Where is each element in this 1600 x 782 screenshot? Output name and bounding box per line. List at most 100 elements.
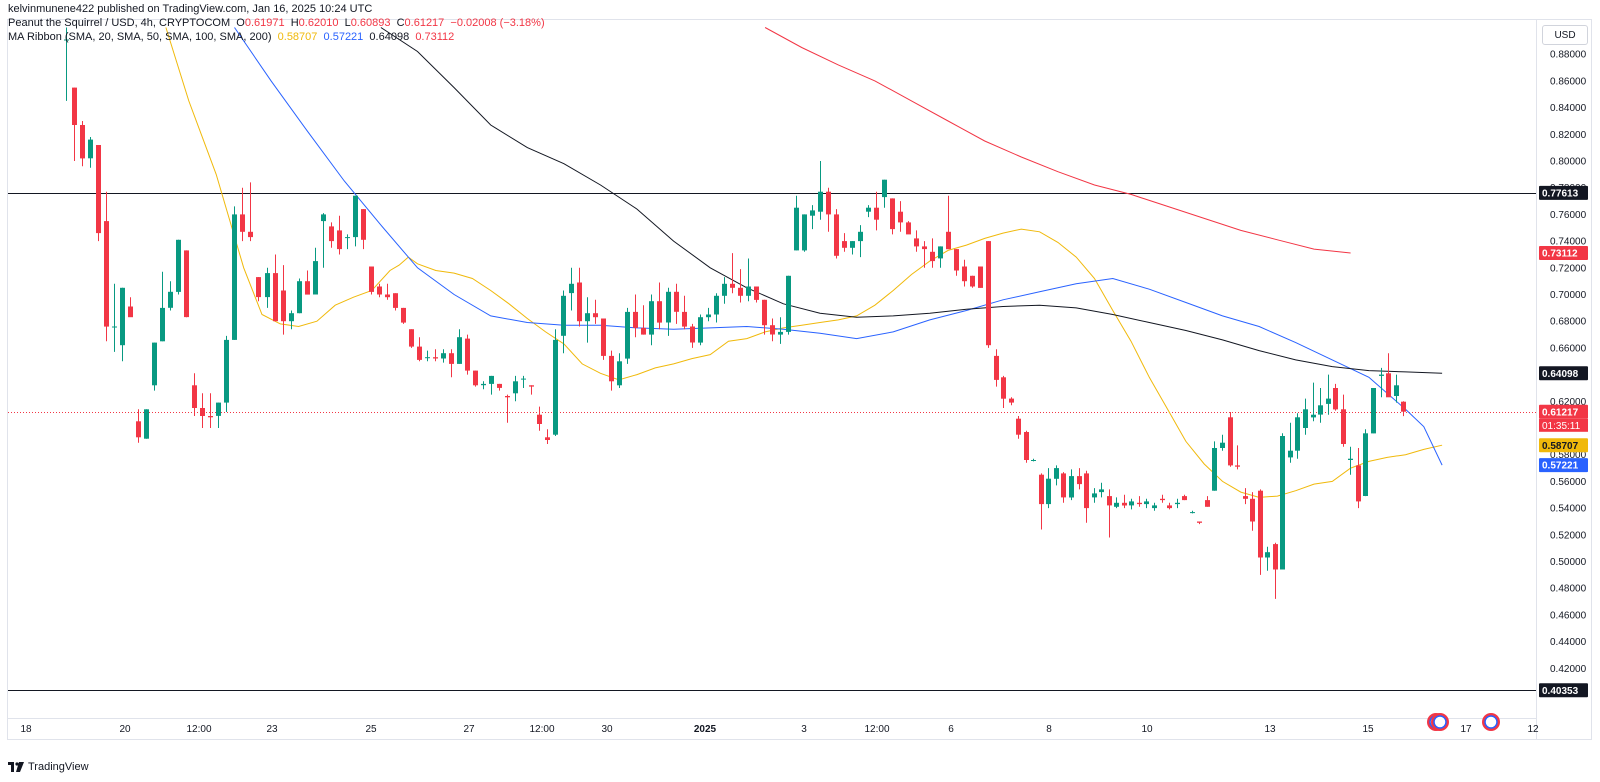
candle-body <box>609 355 614 382</box>
x-tick-label: 30 <box>601 724 613 735</box>
candle-up <box>224 335 229 412</box>
candle-body <box>1107 496 1112 506</box>
flag-icon[interactable] <box>1482 713 1500 731</box>
candle-up <box>1326 374 1331 415</box>
candle-body <box>674 291 679 312</box>
candle-body <box>810 210 815 216</box>
candle-body <box>1061 473 1066 498</box>
candle-body <box>633 311 638 328</box>
candle-down <box>994 349 999 387</box>
candle-body <box>88 139 93 159</box>
candle-body <box>593 313 598 318</box>
candle-down <box>826 187 831 232</box>
candle-up <box>1311 382 1316 422</box>
candle-down <box>545 429 550 444</box>
brand-name[interactable]: TradingView <box>28 761 89 773</box>
candle-up <box>802 214 807 252</box>
candle-body <box>786 275 791 332</box>
candle-up <box>481 381 486 390</box>
candle-body <box>1326 398 1331 404</box>
candle-down <box>1243 488 1248 505</box>
currency-button[interactable]: USD <box>1542 25 1588 45</box>
candle-body <box>433 357 438 359</box>
candle-up <box>1031 458 1036 462</box>
candle-body <box>641 327 646 335</box>
candle-body <box>1182 496 1187 501</box>
candle-body <box>417 346 422 360</box>
candle-body <box>256 277 261 298</box>
indicator-name[interactable]: MA Ribbon (SMA, 20, SMA, 50, SMA, 100, S… <box>8 31 272 43</box>
candle-up <box>216 402 221 428</box>
x-tick-label: 10 <box>1141 724 1153 735</box>
candle-up <box>88 137 93 168</box>
candle-up <box>441 349 446 363</box>
x-tick-label: 8 <box>1046 724 1052 735</box>
candle-up <box>297 278 302 314</box>
candle-body <box>1167 505 1172 509</box>
candle-down <box>1228 412 1233 467</box>
price-label-text: 0.40353 <box>1542 686 1579 697</box>
candle-up <box>1190 510 1195 514</box>
candle-down <box>1167 502 1172 510</box>
price-axis-label: 0.61217 01:35:11 <box>1539 404 1588 432</box>
price-label-bg <box>1539 438 1588 453</box>
y-tick-label: 0.86000 <box>1550 76 1587 87</box>
candle-up <box>489 375 494 395</box>
low-label: L <box>344 17 351 29</box>
flag-icon[interactable] <box>1431 713 1449 731</box>
y-tick-label: 0.72000 <box>1550 263 1587 274</box>
x-tick-label: 13 <box>1264 724 1276 735</box>
chart-legend: kelvinmunene422 published on TradingView… <box>8 3 545 45</box>
candle-down <box>385 283 390 300</box>
candle-body <box>80 125 85 159</box>
candle-body <box>1220 442 1225 448</box>
candle-body <box>1190 512 1195 514</box>
candle-body <box>617 361 622 386</box>
x-tick-label: 2025 <box>694 724 717 735</box>
candle-body <box>1046 478 1051 505</box>
candle-body <box>1311 414 1316 418</box>
y-tick-label: 0.82000 <box>1550 130 1587 141</box>
candle-down <box>1341 394 1346 447</box>
candle-down <box>922 241 927 268</box>
candle-up <box>144 409 149 439</box>
candle-body <box>1341 409 1346 444</box>
footer: TradingView <box>8 761 89 773</box>
candle-body <box>465 338 470 371</box>
candle-body <box>1386 373 1391 398</box>
candle-body <box>569 283 574 294</box>
candle-down <box>890 198 895 235</box>
x-tick-label: 12 <box>1527 724 1539 735</box>
candle-up <box>112 283 117 352</box>
candle-body <box>730 283 735 288</box>
candle-body <box>481 383 486 386</box>
candle-down <box>1258 489 1263 575</box>
candle-body <box>1371 388 1376 434</box>
x-tick-label: 6 <box>948 724 954 735</box>
candle-body <box>361 209 366 240</box>
candle-body <box>1363 433 1368 496</box>
candle-down <box>946 195 951 250</box>
candle-down <box>1333 383 1338 411</box>
candle-body <box>224 339 229 403</box>
candle-body <box>521 378 526 380</box>
candle-body <box>1243 496 1248 499</box>
chart-border <box>7 19 1592 740</box>
candle-up <box>1212 441 1217 491</box>
candle-body <box>1024 432 1029 460</box>
candle-up <box>1379 367 1384 398</box>
y-tick-label: 0.84000 <box>1550 103 1587 114</box>
candle-body <box>232 214 237 340</box>
candle-down <box>601 318 606 360</box>
candle-up <box>649 294 654 346</box>
candle-body <box>794 207 799 251</box>
candle-up <box>1092 488 1097 503</box>
candle-down <box>433 349 438 362</box>
candle-up <box>818 161 823 220</box>
price-label-text: 0.61217 <box>1542 407 1579 418</box>
candle-down <box>417 337 422 362</box>
candle-down <box>1401 401 1406 417</box>
candle-up <box>1265 546 1270 571</box>
symbol-title[interactable]: Peanut the Squirrel / USD, 4h, CRYPTOCOM <box>8 17 231 29</box>
